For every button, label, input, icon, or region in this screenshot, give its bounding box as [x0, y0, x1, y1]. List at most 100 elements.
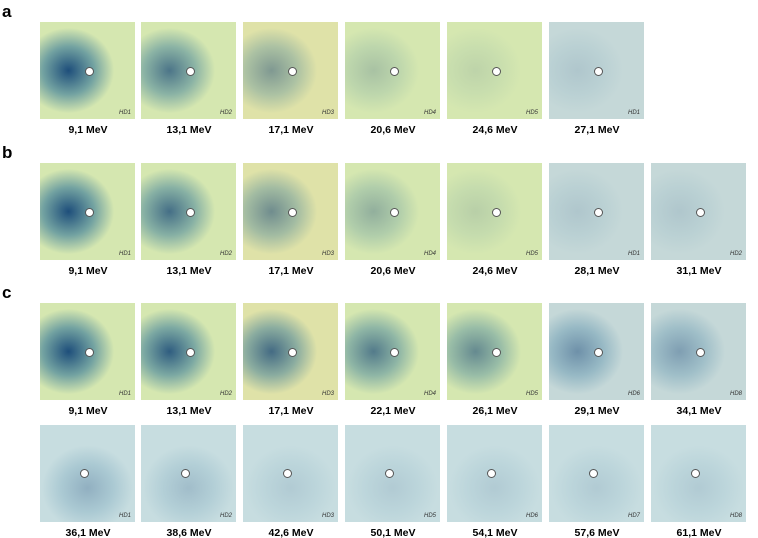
film-tile: HD1	[40, 425, 135, 522]
film-mark: HD2	[220, 251, 232, 257]
film-tile: HD2	[141, 22, 236, 119]
energy-caption: 13,1 MeV	[139, 405, 239, 417]
energy-caption: 34,1 MeV	[649, 405, 749, 417]
energy-caption: 28,1 MeV	[547, 265, 647, 277]
film-mark: HD2	[730, 251, 742, 257]
energy-caption: 29,1 MeV	[547, 405, 647, 417]
energy-caption: 9,1 MeV	[38, 265, 138, 277]
energy-caption: 26,1 MeV	[445, 405, 545, 417]
film-tile: HD1	[40, 303, 135, 400]
film-mark: HD1	[119, 251, 131, 257]
film-mark: HD4	[424, 251, 436, 257]
hole	[186, 208, 195, 217]
film-tile: HD3	[243, 425, 338, 522]
panel-label: b	[2, 143, 12, 163]
film-tile: HD5	[447, 163, 542, 260]
energy-caption: 38,6 MeV	[139, 527, 239, 538]
hole	[181, 469, 190, 478]
film-mark: HD4	[424, 110, 436, 116]
film-tile: HD4	[345, 22, 440, 119]
film-tile: HD6	[447, 425, 542, 522]
film-mark: HD6	[628, 391, 640, 397]
energy-caption: 17,1 MeV	[241, 405, 341, 417]
film-mark: HD3	[322, 110, 334, 116]
film-tile: HD5	[447, 22, 542, 119]
figure: a HD1 9,1 MeV HD2 13,1 MeV HD3 17,1 MeV HD4 20,6…	[0, 0, 758, 538]
hole	[385, 469, 394, 478]
film-mark: HD1	[119, 513, 131, 519]
film-mark: HD7	[628, 513, 640, 519]
hole	[487, 469, 496, 478]
film-tile: HD3	[243, 163, 338, 260]
film-mark: HD3	[322, 391, 334, 397]
film-mark: HD2	[220, 110, 232, 116]
film-mark: HD1	[119, 391, 131, 397]
energy-caption: 17,1 MeV	[241, 124, 341, 136]
hole	[696, 208, 705, 217]
hole	[589, 469, 598, 478]
film-tile: HD5	[447, 303, 542, 400]
hole	[288, 67, 297, 76]
hole	[288, 348, 297, 357]
film-mark: HD8	[730, 513, 742, 519]
hole	[186, 67, 195, 76]
hole	[283, 469, 292, 478]
energy-caption: 27,1 MeV	[547, 124, 647, 136]
film-tile: HD4	[345, 163, 440, 260]
hole	[691, 469, 700, 478]
hole	[492, 208, 501, 217]
hole	[85, 67, 94, 76]
film-mark: HD1	[628, 251, 640, 257]
hole	[594, 208, 603, 217]
film-mark: HD1	[119, 110, 131, 116]
film-mark: HD5	[424, 513, 436, 519]
film-mark: HD8	[730, 391, 742, 397]
film-tile: HD1	[40, 163, 135, 260]
hole	[80, 469, 89, 478]
hole	[390, 348, 399, 357]
hole	[594, 67, 603, 76]
hole	[390, 208, 399, 217]
film-mark: HD5	[526, 391, 538, 397]
panel-label: a	[2, 2, 11, 22]
film-tile: HD8	[651, 303, 746, 400]
hole	[696, 348, 705, 357]
film-tile: HD4	[345, 303, 440, 400]
film-tile: HD2	[141, 163, 236, 260]
hole	[390, 67, 399, 76]
film-tile: HD2	[141, 303, 236, 400]
film-mark: HD6	[526, 513, 538, 519]
hole	[492, 348, 501, 357]
film-tile: HD1	[549, 163, 644, 260]
energy-caption: 54,1 MeV	[445, 527, 545, 538]
energy-caption: 50,1 MeV	[343, 527, 443, 538]
film-mark: HD5	[526, 251, 538, 257]
film-tile: HD5	[345, 425, 440, 522]
film-tile: HD2	[651, 163, 746, 260]
hole	[85, 348, 94, 357]
energy-caption: 13,1 MeV	[139, 124, 239, 136]
film-mark: HD3	[322, 513, 334, 519]
film-mark: HD4	[424, 391, 436, 397]
energy-caption: 61,1 MeV	[649, 527, 749, 538]
film-tile: HD7	[549, 425, 644, 522]
hole	[594, 348, 603, 357]
hole	[492, 67, 501, 76]
energy-caption: 20,6 MeV	[343, 124, 443, 136]
film-mark: HD2	[220, 513, 232, 519]
energy-caption: 31,1 MeV	[649, 265, 749, 277]
film-tile: HD1	[549, 22, 644, 119]
hole	[186, 348, 195, 357]
film-tile: HD6	[549, 303, 644, 400]
energy-caption: 13,1 MeV	[139, 265, 239, 277]
film-tile: HD3	[243, 303, 338, 400]
panel-label: c	[2, 283, 11, 303]
energy-caption: 57,6 MeV	[547, 527, 647, 538]
energy-caption: 9,1 MeV	[38, 124, 138, 136]
energy-caption: 20,6 MeV	[343, 265, 443, 277]
energy-caption: 22,1 MeV	[343, 405, 443, 417]
energy-caption: 17,1 MeV	[241, 265, 341, 277]
film-tile: HD3	[243, 22, 338, 119]
energy-caption: 9,1 MeV	[38, 405, 138, 417]
film-mark: HD2	[220, 391, 232, 397]
